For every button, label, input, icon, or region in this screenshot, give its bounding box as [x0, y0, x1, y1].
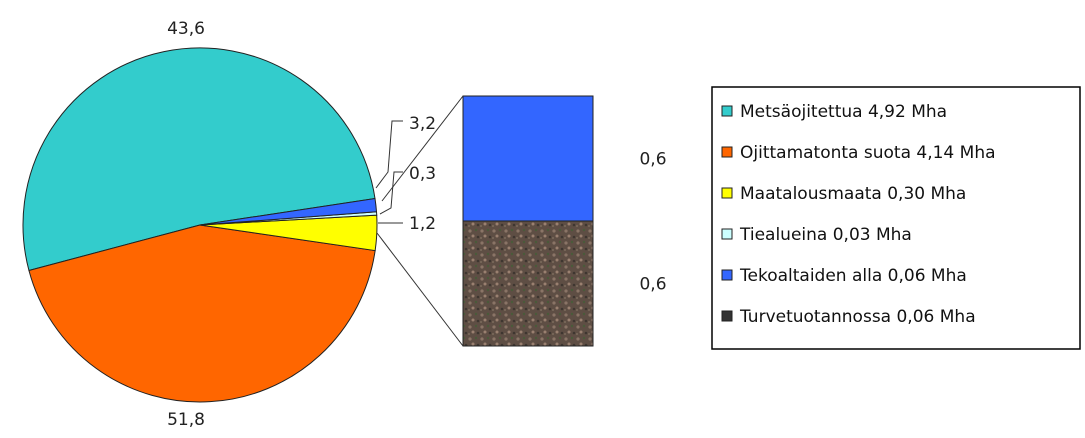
leader-line [375, 120, 403, 189]
legend: Metsäojitettua 4,92 Mha Ojittamatonta suo… [711, 86, 1081, 350]
bar-segment [462, 95, 594, 222]
legend-swatch [721, 310, 733, 322]
pie-bar-connectors [376, 95, 464, 347]
legend-entry: Turvetuotannossa 0,06 Mha [739, 307, 976, 327]
legend-box [711, 86, 1081, 350]
legend-entry: Metsäojitettua 4,92 Mha [740, 102, 947, 122]
main-pie [22, 47, 378, 403]
legend-swatch [721, 269, 733, 281]
connector-line [381, 95, 464, 202]
legend-swatch [721, 187, 733, 199]
legend-swatch [721, 105, 733, 117]
leader-line [379, 171, 403, 215]
pie-slice [28, 224, 376, 403]
legend-entry: Tiealueina 0,03 Mha [739, 225, 912, 245]
data-label: 3,2 [409, 114, 436, 134]
data-labels: 51,8 43,6 3,2 0,3 1,2 0,6 0,6 [167, 19, 666, 430]
pie-slice [22, 47, 376, 272]
data-label: 51,8 [167, 410, 205, 430]
data-label: 0,6 [639, 150, 666, 170]
secondary-bar [462, 95, 594, 347]
data-label: 0,3 [409, 164, 436, 184]
connector-line [376, 232, 464, 347]
data-label: 1,2 [409, 214, 436, 234]
bar-segment [462, 220, 594, 347]
legend-entry: Ojittamatonta suota 4,14 Mha [740, 143, 996, 163]
data-label: 43,6 [167, 19, 205, 39]
legend-swatch [721, 228, 733, 240]
data-label: 0,6 [639, 275, 666, 295]
pie-slice [199, 197, 378, 226]
legend-entry: Tekoaltaiden alla 0,06 Mha [739, 266, 967, 286]
legend-swatch [721, 146, 733, 158]
legend-entry: Maatalousmaata 0,30 Mha [740, 184, 966, 204]
